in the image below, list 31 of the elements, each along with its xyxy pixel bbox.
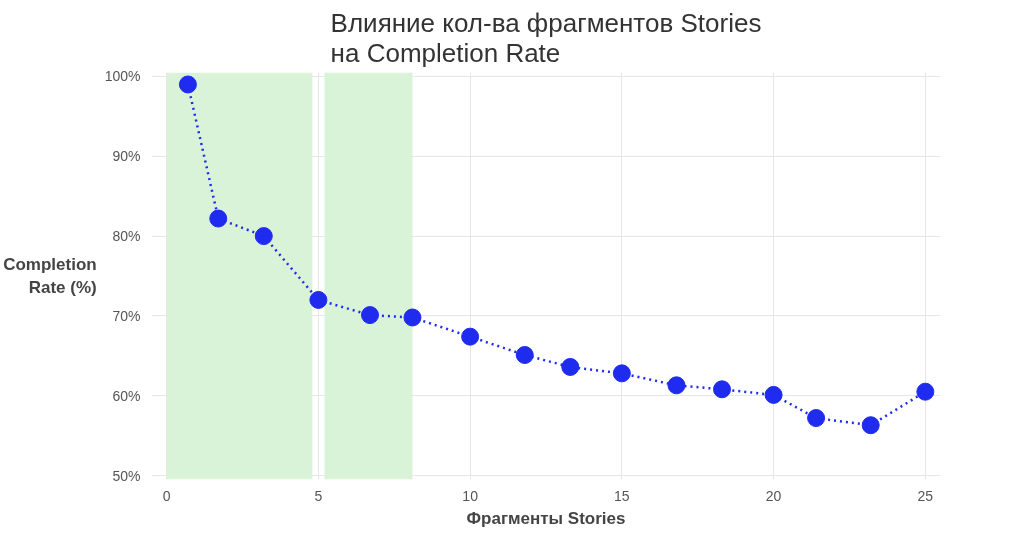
y-axis-title: Completion Rate (%) xyxy=(3,255,97,297)
y-tick-label: 50% xyxy=(112,467,141,484)
x-tick-label: 15 xyxy=(614,487,630,504)
point xyxy=(461,327,480,346)
point xyxy=(309,290,328,309)
x-tick-label: 25 xyxy=(917,487,934,504)
x-tick-label: 5 xyxy=(314,487,323,504)
y-tick-label: 70% xyxy=(112,307,141,324)
x-tick-label: 0 xyxy=(162,487,171,504)
point xyxy=(916,382,935,401)
x-axis-title: Фрагменты Stories xyxy=(466,508,626,528)
chart-title: Влияние кол-ва фрагментов Stories на Completion Rate xyxy=(330,7,762,68)
y-tick-label: 80% xyxy=(112,228,141,245)
point xyxy=(209,209,228,228)
y-tick-label: 60% xyxy=(112,387,141,404)
point xyxy=(713,380,732,399)
point xyxy=(561,357,580,376)
point xyxy=(612,364,631,383)
point xyxy=(764,385,783,404)
point xyxy=(360,306,379,325)
point xyxy=(807,409,826,428)
point xyxy=(403,308,422,327)
point xyxy=(178,75,197,94)
x-tick-label: 20 xyxy=(765,487,782,504)
point xyxy=(861,416,880,435)
point xyxy=(667,376,686,395)
point xyxy=(515,346,534,364)
point xyxy=(254,227,273,246)
y-tick-label: 100% xyxy=(104,68,141,85)
y-tick-label: 90% xyxy=(112,148,141,165)
x-tick-label: 10 xyxy=(462,487,479,504)
